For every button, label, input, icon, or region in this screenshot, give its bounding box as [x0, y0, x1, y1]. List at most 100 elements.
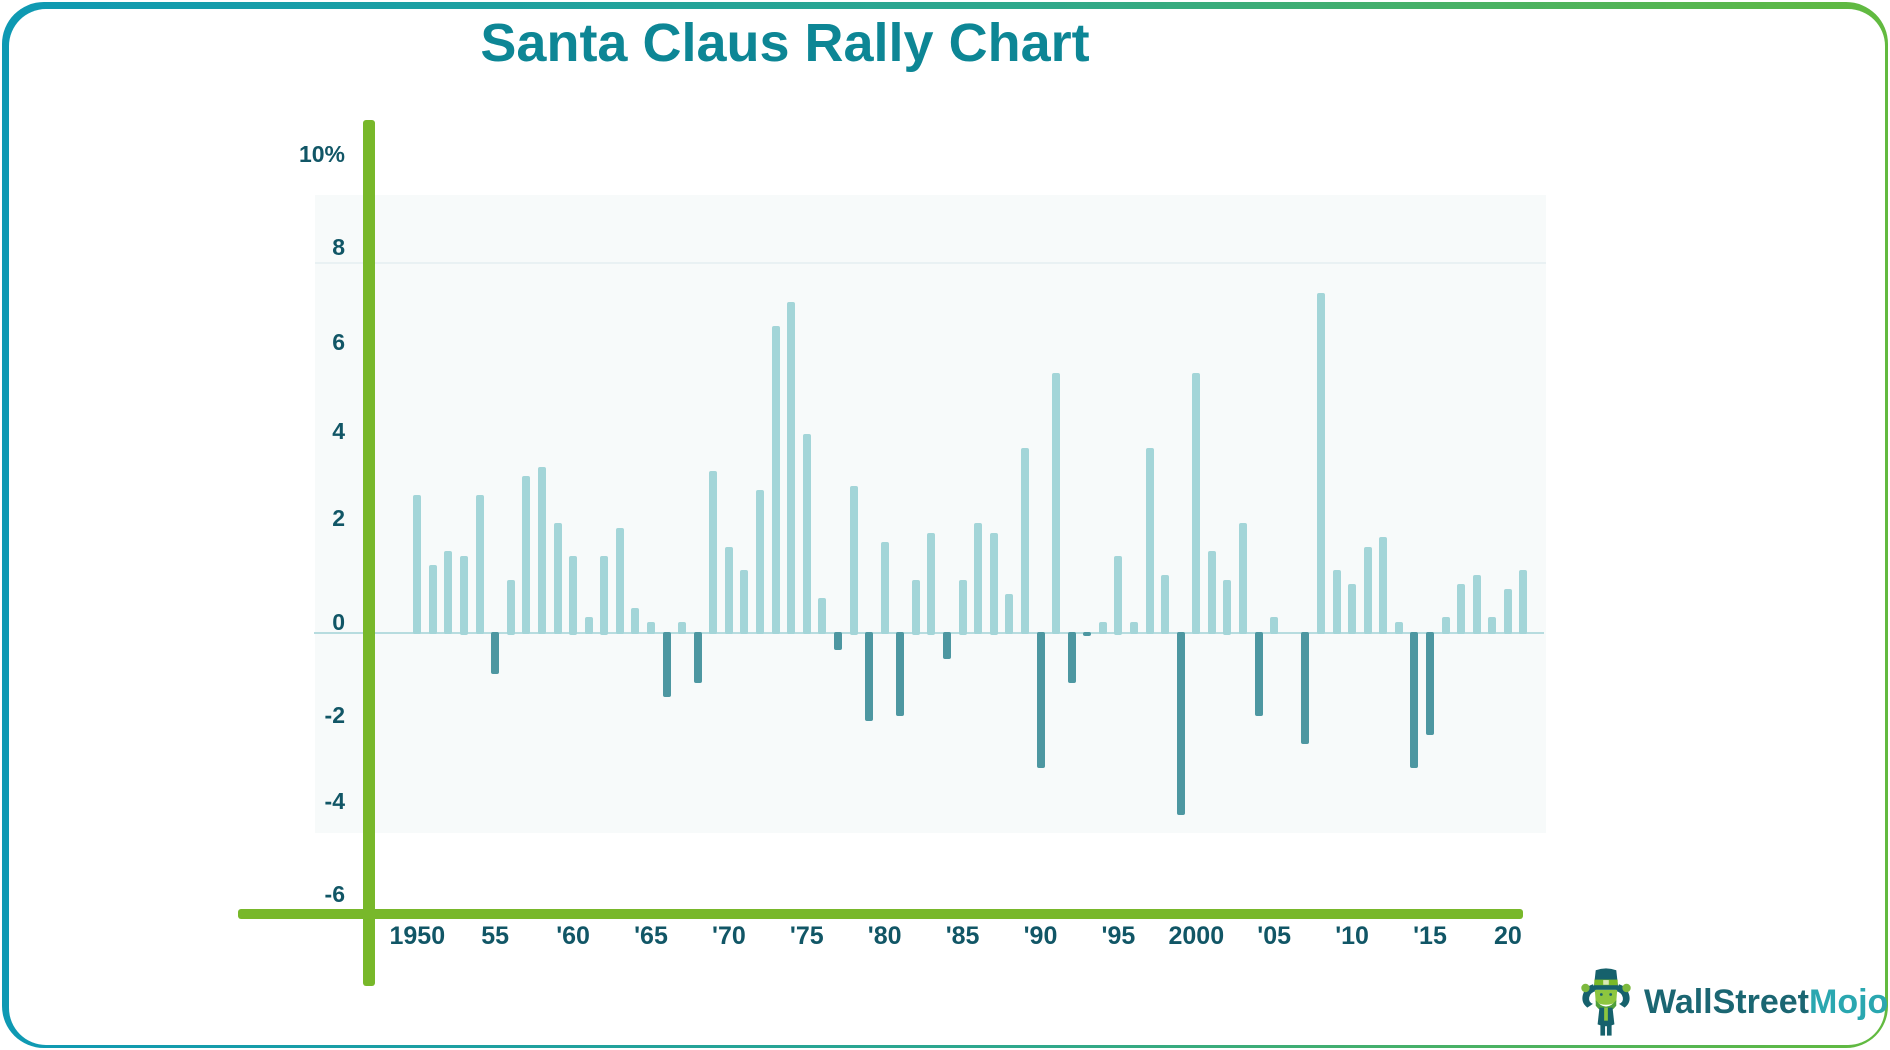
bar-1978: [849, 485, 858, 635]
bar-1990: [1036, 632, 1045, 768]
y-tick-2: 2: [332, 505, 345, 531]
bar-1989: [1020, 447, 1029, 635]
x-axis-line: [238, 908, 1523, 919]
bar-1993: [1083, 632, 1092, 636]
bar-1981: [896, 632, 905, 716]
bar-2017: [1457, 584, 1466, 635]
bar-2019: [1488, 617, 1497, 635]
bar-1962: [600, 556, 609, 635]
bar-1955: [491, 632, 500, 674]
bar-1958: [537, 466, 546, 635]
bar-2014: [1410, 632, 1419, 768]
x-tick-1985: '85: [945, 922, 980, 950]
bar-2007: [1301, 632, 1310, 744]
brand-name-wallstreet: WallStreet: [1644, 982, 1810, 1021]
bar-2020: [1503, 588, 1512, 635]
bar-1966: [662, 632, 671, 697]
bar-1997: [1145, 447, 1154, 635]
bar-1972: [756, 490, 765, 635]
x-tick-1970: '70: [712, 922, 746, 950]
bar-1976: [818, 598, 827, 635]
bar-2011: [1363, 546, 1372, 635]
brand-name-mojo: Mojo: [1809, 982, 1889, 1021]
x-tick-2015: '15: [1413, 922, 1447, 950]
bar-1970: [724, 546, 733, 635]
bar-1998: [1161, 574, 1170, 635]
bar-2010: [1348, 584, 1357, 635]
bar-2021: [1519, 570, 1528, 635]
bar-1956: [506, 579, 515, 635]
wallstreetmojo-logo: WallStreetMojo: [1578, 962, 1888, 1042]
bar-2008: [1316, 292, 1325, 635]
x-tick-1965: '65: [634, 922, 668, 950]
bar-2015: [1426, 632, 1434, 735]
bar-1992: [1067, 632, 1076, 683]
y-tick--6: -6: [324, 881, 345, 907]
bar-1950: [413, 494, 422, 635]
bar-1965: [647, 621, 655, 635]
y-tick-0: 0: [332, 609, 345, 635]
plot-area-background: [315, 195, 1546, 833]
bar-2000: [1192, 372, 1201, 635]
bar-1979: [865, 632, 874, 721]
brand-name: WallStreetMojo: [1644, 983, 1888, 1022]
bar-1996: [1129, 621, 1138, 635]
bar-1959: [553, 523, 562, 635]
x-tick-1995: '95: [1101, 922, 1136, 950]
x-tick-1980: '80: [867, 922, 902, 950]
x-tick-2000: 2000: [1168, 922, 1225, 950]
x-tick-2010: '10: [1335, 922, 1369, 950]
bar-1999: [1176, 632, 1185, 815]
bar-1985: [958, 579, 967, 635]
bar-1974: [787, 302, 796, 635]
bar-1987: [989, 532, 998, 635]
bar-1969: [709, 471, 718, 635]
bar-1977: [833, 632, 842, 650]
bar-1960: [569, 556, 578, 635]
bar-1994: [1098, 621, 1107, 635]
y-tick-8: 8: [332, 234, 345, 260]
y-tick-10%: 10%: [298, 141, 345, 167]
bar-1991: [1052, 372, 1061, 635]
bar-2013: [1394, 621, 1403, 635]
bar-1957: [522, 476, 531, 635]
bar-1982: [911, 579, 920, 635]
gridline-faint: [315, 262, 1546, 264]
bar-2005: [1270, 617, 1279, 635]
mascot-icon: [1581, 968, 1631, 1036]
x-tick-2020: 20: [1493, 922, 1522, 950]
bar-1961: [584, 617, 593, 635]
x-tick-1975: '75: [789, 922, 824, 950]
bar-1973: [771, 325, 780, 635]
bar-1953: [460, 556, 469, 635]
bar-1986: [974, 523, 983, 635]
bar-1951: [428, 565, 437, 635]
bar-1963: [615, 527, 624, 635]
bar-1964: [631, 607, 640, 635]
bar-2009: [1332, 570, 1341, 635]
bar-2001: [1207, 551, 1216, 635]
bar-2012: [1379, 537, 1388, 635]
y-tick--4: -4: [324, 788, 345, 814]
bar-1975: [802, 433, 811, 635]
y-axis-line: [363, 120, 375, 986]
x-tick-1990: '90: [1023, 922, 1058, 950]
bar-1988: [1005, 593, 1014, 635]
bar-1971: [740, 570, 749, 635]
bar-2002: [1223, 579, 1232, 635]
bar-1952: [444, 551, 453, 635]
y-tick-6: 6: [332, 329, 345, 355]
y-tick-4: 4: [332, 418, 345, 444]
bar-1967: [678, 621, 687, 635]
chart-title: Santa Claus Rally Chart: [480, 13, 1090, 73]
bar-1954: [475, 494, 484, 635]
bar-1983: [927, 532, 936, 635]
x-tick-1950: 1950: [389, 922, 446, 950]
bar-2018: [1472, 574, 1481, 635]
bar-2016: [1441, 617, 1450, 635]
bar-1980: [880, 541, 889, 635]
bar-2004: [1254, 632, 1263, 716]
x-tick-1960: '60: [556, 922, 590, 950]
bar-2003: [1239, 523, 1248, 635]
